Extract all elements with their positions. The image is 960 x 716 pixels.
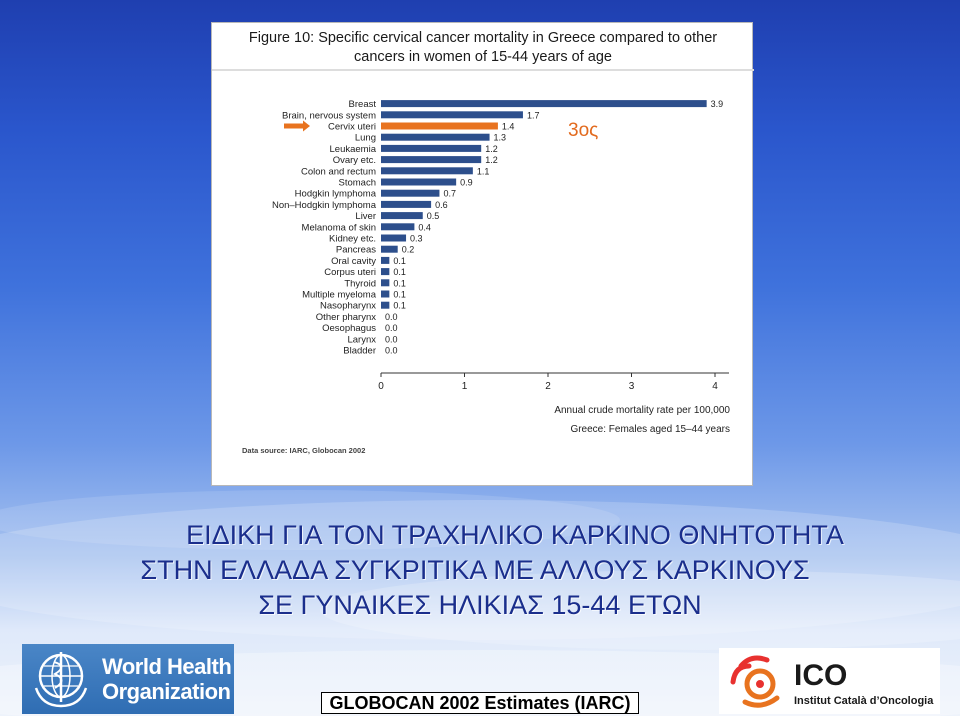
bar [381,301,390,309]
figure-title-line2: cancers in women of 15-44 years of age [354,49,612,65]
bar [381,268,390,276]
value-label: 1.7 [527,110,540,120]
x-tick-label: 2 [545,381,551,392]
category-label: Thyroid [344,278,376,289]
x-tick-label: 3 [629,381,635,392]
bar [381,144,482,152]
category-label: Oral cavity [331,256,376,267]
value-label: 0.0 [385,312,398,322]
category-label: Pancreas [336,245,376,256]
value-label: 1.2 [485,144,498,154]
value-label: 0.3 [410,234,423,244]
category-label: Cervix uteri [328,122,376,133]
bar [381,178,457,186]
bar-highlight [381,122,498,130]
bar [381,256,390,264]
category-label: Lung [355,133,376,144]
x-tick-label: 1 [462,381,468,392]
value-label: 0.9 [460,178,473,188]
value-label: 0.7 [443,189,456,199]
value-label: 1.4 [502,122,515,132]
who-logo: World Health Organization [22,644,234,714]
value-label: 0.1 [393,278,406,288]
category-label: Nasopharynx [320,301,376,312]
chart-subtitle: Greece: Females aged 15–44 years [570,424,730,435]
category-label: Corpus uteri [324,267,376,278]
x-tick-label: 0 [378,381,384,392]
title-divider [212,69,754,71]
bar [381,100,707,108]
who-emblem-icon [34,652,88,708]
value-label: 1.1 [477,166,490,176]
category-label: Breast [349,99,377,110]
bar [381,290,390,298]
value-label: 0.1 [393,256,406,266]
category-label: Bladder [343,346,376,357]
category-label: Liver [355,211,376,222]
category-label: Oesophagus [322,323,376,334]
ico-emblem-icon [730,655,780,708]
bar [381,212,423,220]
value-label: 0.1 [393,301,406,311]
value-label: 3.9 [711,99,724,109]
data-source-note: Data source: IARC, Globocan 2002 [242,446,365,455]
who-line2: Organization [102,679,231,704]
bar [381,234,407,242]
rank-annotation: 3ος [568,120,599,141]
bar [381,156,482,164]
category-label: Non–Hodgkin lymphoma [272,200,377,211]
value-label: 0.0 [385,323,398,333]
globocan-caption: GLOBOCAN 2002 Estimates (IARC) [321,692,639,714]
value-label: 0.4 [418,222,431,232]
category-label: Stomach [339,178,377,189]
value-label: 0.0 [385,334,398,344]
bar [381,279,390,287]
category-label: Colon and rectum [301,166,376,177]
bar [381,167,473,175]
ico-logo: ICO Institut Català d’Oncologia [719,648,940,714]
value-label: 0.5 [427,211,440,221]
category-label: Hodgkin lymphoma [295,189,377,200]
bar [381,133,490,141]
category-label: Larynx [347,334,376,345]
figure-title: Figure 10: Specific cervical cancer mort… [212,29,754,67]
category-label: Kidney etc. [329,234,376,245]
category-label: Ovary etc. [333,155,376,166]
slide-heading: ΕΙΔΙΚΗ ΓΙΑ ΤΟΝ ΤΡΑΧΗΛΙΚΟ ΚΑΡΚΙΝΟ ΘΝΗΤΟΤΗ… [0,518,960,623]
heading-line1: ΕΙΔΙΚΗ ΓΙΑ ΤΟΝ ΤΡΑΧΗΛΙΚΟ ΚΑΡΚΙΝΟ ΘΝΗΤΟΤΗ… [186,520,844,550]
heading-line3: ΣΕ ΓΥΝΑΙΚΕΣ ΗΛΙΚΙΑΣ 15-44 ΕΤΩΝ [258,590,702,620]
category-label: Multiple myeloma [302,290,377,301]
value-label: 1.3 [494,133,507,143]
heading-line2: ΣΤΗΝ ΕΛΛΑΔΑ ΣΥΓΚΡΙΤΙΚΑ ΜΕ ΑΛΛΟΥΣ ΚΑΡΚΙΝΟ… [140,555,810,585]
bar [381,200,432,208]
highlight-arrow-icon [284,120,310,132]
category-label: Melanoma of skin [302,222,376,233]
figure-card: Figure 10: Specific cervical cancer mort… [211,22,754,486]
category-label: Leukaemia [330,144,377,155]
value-label: 0.0 [385,346,398,356]
figure-title-line1: Figure 10: Specific cervical cancer mort… [248,30,718,46]
bar [381,111,523,119]
who-line1: World Health [102,654,232,679]
bar [381,189,440,197]
ico-subtitle: Institut Català d’Oncologia [794,695,934,707]
value-label: 0.6 [435,200,448,210]
ico-name: ICO [794,659,848,692]
value-label: 0.1 [393,290,406,300]
mortality-bar-chart: Breast 3.9 Brain, nervous system 1.7 Cervix … [242,99,730,455]
value-label: 0.2 [402,245,415,255]
x-axis-title: Annual crude mortality rate per 100,000 [554,405,730,416]
bar [381,245,398,253]
x-tick-label: 4 [712,381,718,392]
category-label: Brain, nervous system [282,110,376,121]
category-label: Other pharynx [316,312,376,323]
who-wordmark: World Health Organization [102,654,232,704]
value-label: 1.2 [485,155,498,165]
value-label: 0.1 [393,267,406,277]
bar [381,223,415,231]
